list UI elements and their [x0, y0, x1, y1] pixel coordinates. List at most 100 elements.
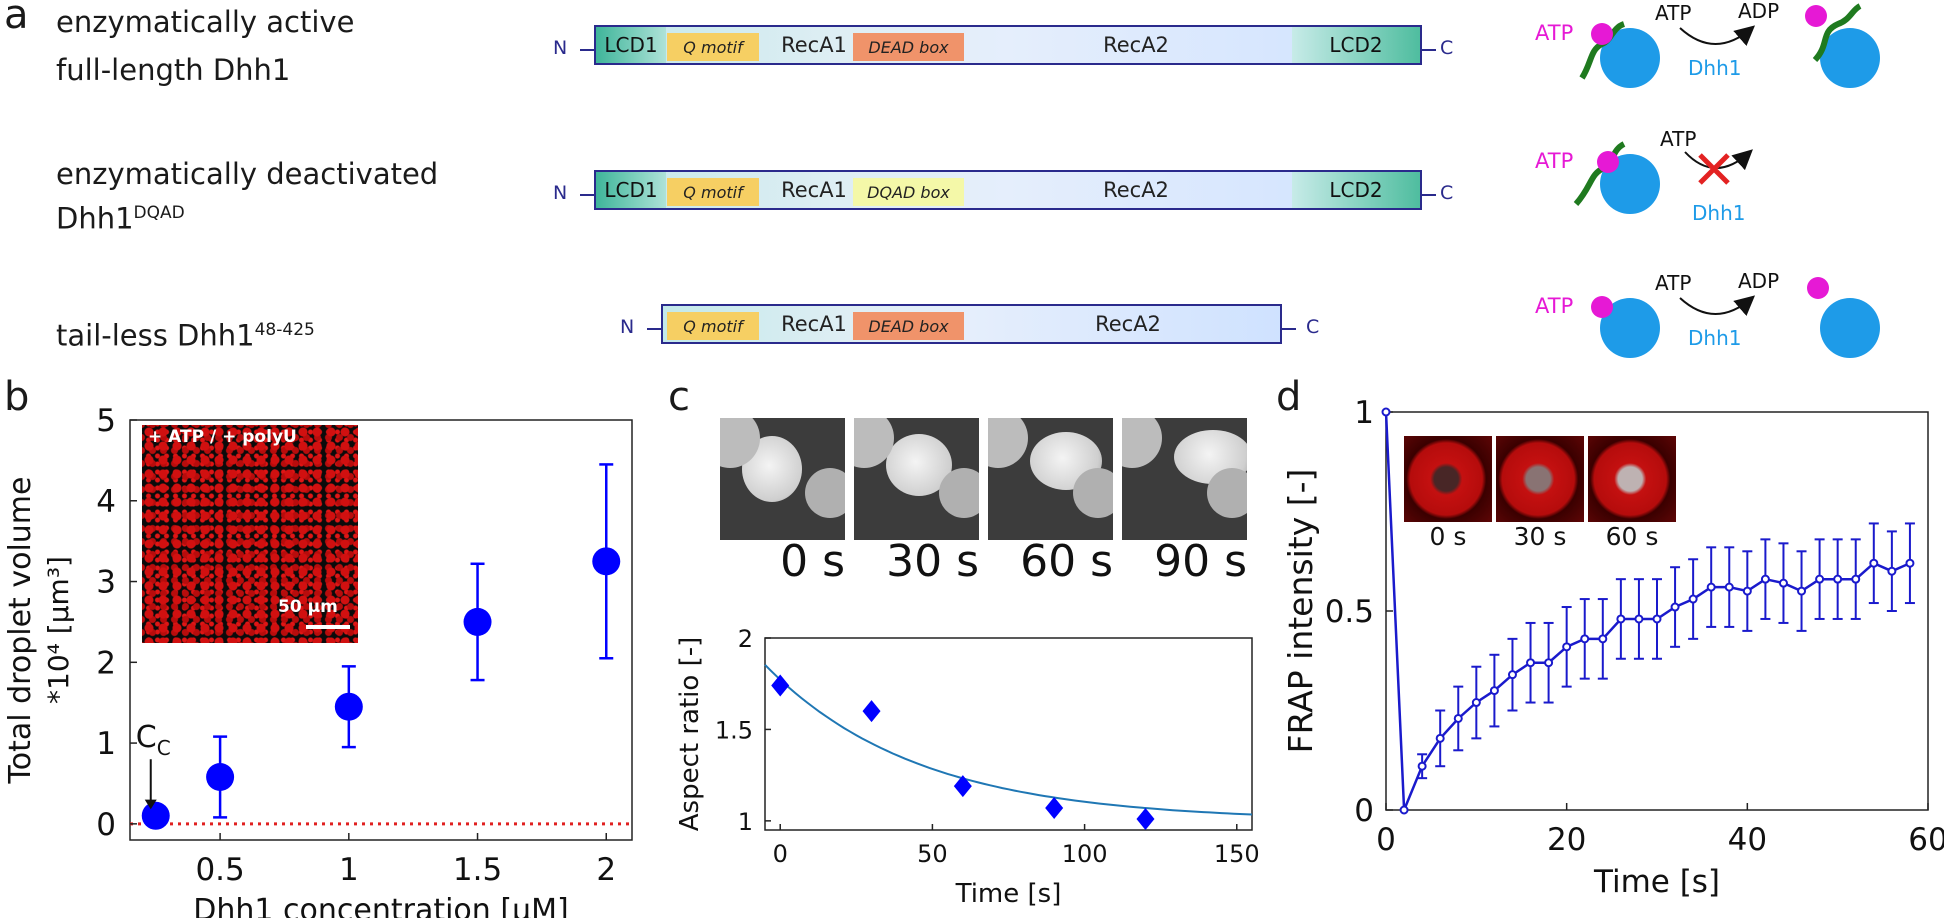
- data-point: [1815, 574, 1825, 584]
- rna-strand: [1812, 3, 1862, 63]
- panel-d-letter: d: [1276, 374, 1302, 420]
- y-tick-label: 5: [96, 403, 116, 439]
- reca1-domain: RecA1: [781, 312, 847, 336]
- dhh1-protein: [1600, 28, 1660, 88]
- adp-label: ADP: [1738, 269, 1779, 293]
- dhh1-protein: [1820, 298, 1880, 358]
- x-tick-label: 0: [773, 840, 788, 868]
- atp-molecule: [1591, 296, 1613, 318]
- data-point: [1742, 586, 1752, 596]
- c-terminus-2: C: [1440, 182, 1454, 204]
- dhh1-protein: [1600, 298, 1660, 358]
- plot-frame: [764, 637, 1253, 831]
- data-point: [1797, 586, 1807, 596]
- q-motif: Q motif: [667, 178, 759, 206]
- reaction-schematics: ATP ATP ADP Dhh1 ATP ATP Dhh1 ATP ATP AD…: [1535, 0, 1880, 358]
- y-axis-label: *10⁴ [μm³]: [42, 556, 75, 704]
- data-point: [1887, 566, 1897, 576]
- q-motif: Q motif: [667, 312, 759, 340]
- frame-time-label: 30 s: [886, 536, 979, 587]
- frame-time-label: 90 s: [1154, 536, 1247, 587]
- y-tick-label: 1: [1354, 400, 1374, 431]
- atp-label: ATP: [1655, 1, 1691, 25]
- dead-box: DEAD box: [853, 33, 964, 61]
- data-point: [953, 775, 972, 798]
- frame-image: [988, 418, 1113, 540]
- data-point: [1851, 574, 1861, 584]
- data-point: [1471, 698, 1481, 708]
- droplet: [939, 468, 979, 518]
- x-tick-label: 1: [339, 852, 359, 888]
- panel-c-letter: c: [668, 374, 690, 420]
- frame-time-label: 0 s: [1429, 522, 1467, 551]
- x-axis-label: Time [s]: [1593, 864, 1720, 900]
- construct-1-label-line2: full-length Dhh1: [56, 53, 291, 87]
- data-point: [1688, 594, 1698, 604]
- n-linker-2: [580, 194, 594, 196]
- enzyme-label: Dhh1: [1692, 201, 1745, 225]
- data-point: [1652, 614, 1662, 624]
- x-tick-label: 60: [1908, 822, 1944, 858]
- droplet: [1122, 418, 1162, 468]
- frame-time-label: 60 s: [1020, 536, 1113, 587]
- y-axis-label: Total droplet volume: [3, 477, 38, 785]
- atp-label: ATP: [1660, 127, 1696, 151]
- atp-label: ATP: [1535, 294, 1573, 318]
- critical-concentration-label: CC: [136, 720, 171, 760]
- data-point: [206, 763, 235, 791]
- blocked-cross-icon: [1698, 153, 1730, 185]
- adp-molecule: [1807, 277, 1829, 299]
- droplet: [805, 468, 845, 518]
- data-point: [1869, 558, 1879, 568]
- data-point: [1435, 733, 1445, 743]
- x-axis-label: Time [s]: [955, 879, 1062, 909]
- scale-bar: [306, 625, 350, 629]
- y-tick-label: 3: [96, 565, 116, 601]
- data-point: [1905, 558, 1915, 568]
- y-tick-label: 1.5: [715, 716, 753, 744]
- data-point: [1453, 713, 1463, 723]
- domain-bar-dqad: LCD1 Q motif RecA1 DQAD box RecA2 LCD2: [594, 170, 1422, 210]
- data-point: [1760, 574, 1770, 584]
- aspect-ratio-chart: 0 50 100 150 1 1.5 2 Time [s] Aspect ratio [-]: [675, 625, 1260, 909]
- lcd1-domain: LCD1: [596, 27, 666, 63]
- dhh1-protein: [1820, 28, 1880, 88]
- annotation-arrowhead: [144, 799, 157, 810]
- data-point: [1616, 614, 1626, 624]
- data-point: [1670, 602, 1680, 612]
- fit-curve: [764, 664, 1253, 816]
- adp-label: ADP: [1738, 0, 1779, 23]
- domain-bar-tailless: Q motif RecA1 DEAD box RecA2: [661, 304, 1282, 344]
- adp-molecule: [1805, 5, 1827, 27]
- y-tick-label: 1: [738, 808, 753, 836]
- reca2-domain: RecA2: [1095, 312, 1161, 336]
- reca1-domain: RecA1: [781, 178, 847, 202]
- data-point: [1544, 658, 1554, 668]
- x-tick-label: 0.5: [195, 852, 244, 888]
- c-terminus-1: C: [1440, 37, 1454, 59]
- y-tick-label: 2: [96, 645, 116, 681]
- enzyme-label: Dhh1: [1688, 326, 1741, 350]
- y-tick-label: 0: [96, 807, 116, 843]
- c-linker-1: [1422, 49, 1436, 51]
- construct-2-label-line2: Dhh1DQAD: [56, 201, 185, 236]
- frap-frame-image: [1588, 436, 1676, 522]
- data-point: [1381, 407, 1391, 417]
- frap-frame-image: [1404, 436, 1492, 522]
- construct-2-label-line1: enzymatically deactivated: [56, 157, 439, 191]
- c-linker-2: [1422, 194, 1436, 196]
- domain-bar-full-length: LCD1 Q motif RecA1 DEAD box RecA2 LCD2: [594, 25, 1422, 65]
- plot-frame: [129, 419, 633, 841]
- dead-box: DEAD box: [853, 312, 964, 340]
- reaction-arrow: [1679, 295, 1756, 317]
- data-point: [463, 607, 492, 636]
- inset-condition-label: + ATP / + polyU: [148, 427, 297, 447]
- x-tick-label: 50: [917, 840, 948, 868]
- data-point: [1399, 805, 1409, 815]
- droplet: [1207, 468, 1247, 518]
- enzyme-label: Dhh1: [1688, 56, 1741, 80]
- frame-image: [1122, 418, 1247, 540]
- data-point: [1526, 658, 1536, 668]
- x-tick-label: 100: [1062, 840, 1108, 868]
- c-linker-3: [1282, 328, 1296, 330]
